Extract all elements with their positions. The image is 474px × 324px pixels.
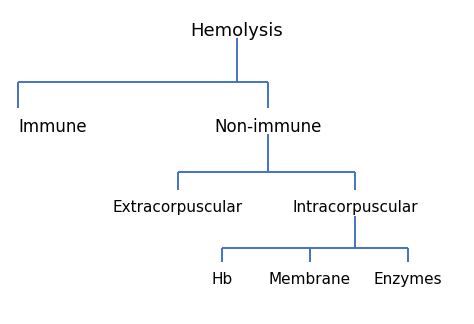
Text: Enzymes: Enzymes: [374, 272, 442, 287]
Text: Extracorpuscular: Extracorpuscular: [113, 200, 243, 215]
Text: Hemolysis: Hemolysis: [191, 22, 283, 40]
Text: Intracorpuscular: Intracorpuscular: [292, 200, 418, 215]
Text: Immune: Immune: [18, 118, 87, 136]
Text: Membrane: Membrane: [269, 272, 351, 287]
Text: Non-immune: Non-immune: [214, 118, 322, 136]
Text: Hb: Hb: [211, 272, 233, 287]
